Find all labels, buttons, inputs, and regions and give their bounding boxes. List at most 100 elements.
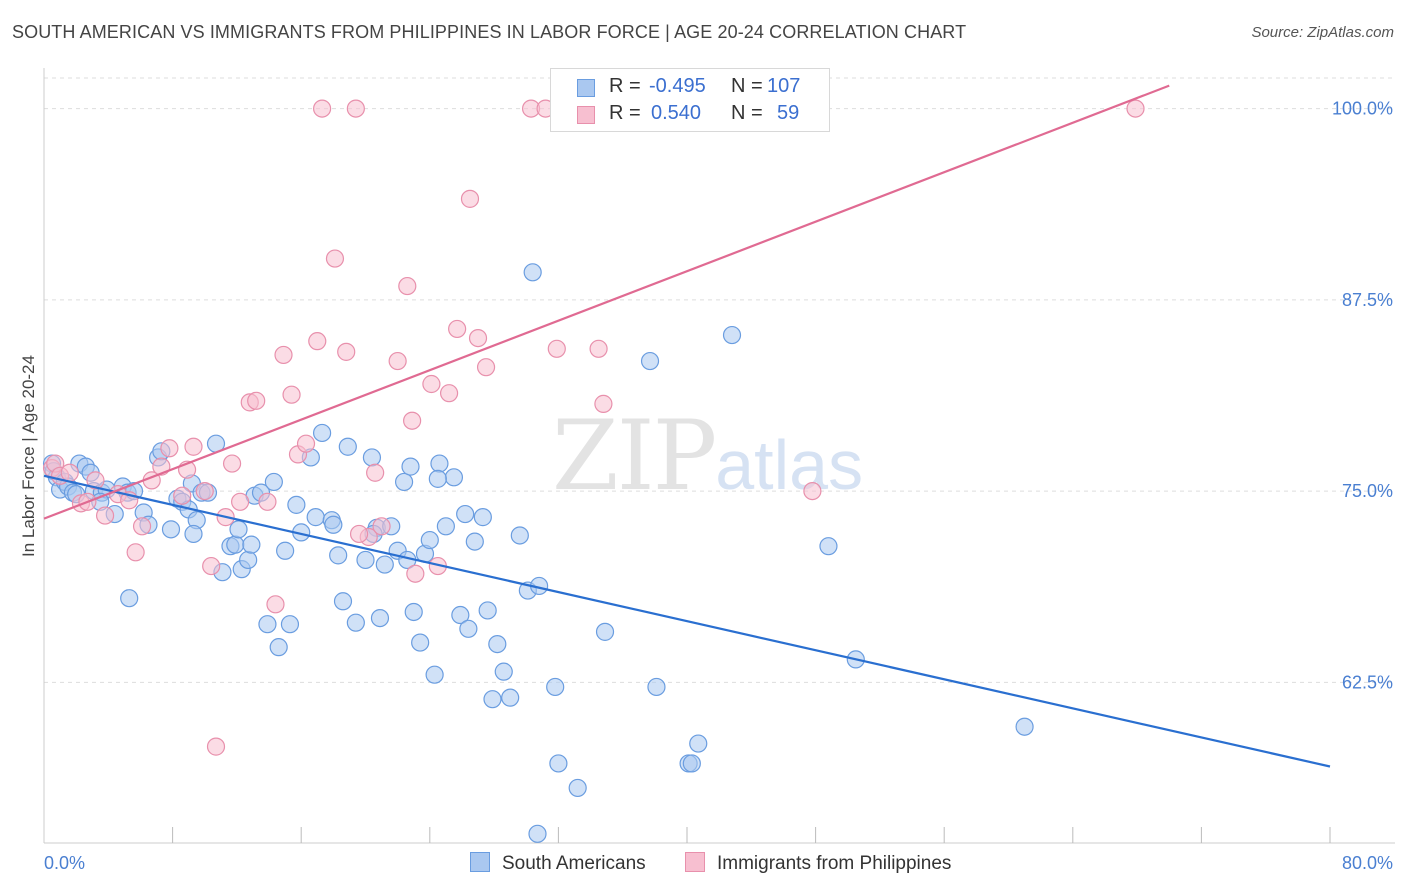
philippines-point bbox=[547, 339, 566, 358]
south-americans-point bbox=[647, 677, 666, 697]
axes bbox=[43, 68, 1395, 844]
philippines-point bbox=[202, 556, 221, 576]
y-tick-label: 75.0% bbox=[1342, 481, 1393, 501]
legend-n-label: N = bbox=[731, 75, 763, 97]
south-americans-point bbox=[276, 541, 295, 560]
bottom-legend-swatch-pink bbox=[685, 852, 705, 872]
philippines-point bbox=[468, 329, 488, 348]
legend-r-label: R = bbox=[609, 102, 641, 124]
philippines-point bbox=[388, 351, 407, 371]
south-americans-point bbox=[722, 325, 742, 345]
philippines-point bbox=[448, 319, 467, 339]
philippines-point bbox=[247, 391, 266, 410]
south-americans-point bbox=[239, 550, 258, 570]
south-americans-point bbox=[436, 517, 455, 536]
south-americans-point bbox=[510, 526, 529, 545]
bottom-legend-label: Immigrants from Philippines bbox=[717, 853, 952, 874]
south-americans-point bbox=[242, 535, 261, 554]
south-americans-point bbox=[264, 472, 283, 492]
south-americans-point bbox=[287, 495, 306, 514]
south-americans-point bbox=[394, 472, 414, 492]
philippines-point bbox=[308, 332, 327, 351]
legend-swatch-pink bbox=[577, 106, 595, 124]
x-tick-label: 0.0% bbox=[44, 853, 85, 873]
source-label: Source: ZipAtlas.com bbox=[1251, 24, 1394, 41]
legend-row-south-americans: R = -0.495 N = 107 bbox=[551, 73, 829, 101]
philippines-point bbox=[325, 249, 345, 268]
philippines-trend-line bbox=[43, 84, 1170, 520]
south-americans-point bbox=[451, 605, 470, 625]
philippines-point bbox=[60, 463, 79, 482]
philippines-point bbox=[95, 506, 115, 525]
philippines-point bbox=[231, 492, 250, 511]
south-americans-point bbox=[689, 734, 708, 753]
philippines-point bbox=[274, 345, 293, 365]
philippines-point bbox=[132, 517, 152, 536]
south-americans-point bbox=[362, 448, 382, 467]
south-americans-point bbox=[595, 622, 615, 641]
tick-labels: 62.5% 75.0% 87.5% 100.0% 0.0% 80.0% bbox=[44, 99, 1393, 873]
south-americans-points bbox=[42, 263, 1034, 843]
south-americans-point bbox=[401, 457, 420, 476]
south-americans-point bbox=[819, 537, 838, 556]
south-americans-point bbox=[494, 662, 513, 681]
south-americans-point bbox=[120, 589, 139, 608]
south-americans-point bbox=[478, 601, 497, 620]
bottom-legend-label: South Americans bbox=[502, 853, 646, 874]
philippines-point bbox=[422, 374, 441, 394]
legend-swatch-blue bbox=[577, 79, 595, 97]
philippines-point bbox=[258, 492, 277, 511]
south-americans-point bbox=[425, 665, 444, 684]
south-americans-point bbox=[456, 504, 475, 524]
south-americans-point bbox=[459, 619, 478, 638]
south-americans-point bbox=[404, 602, 423, 622]
south-americans-point bbox=[229, 520, 248, 539]
philippines-point bbox=[195, 482, 214, 501]
philippines-point bbox=[266, 595, 285, 614]
south-americans-point bbox=[333, 592, 353, 611]
legend-r-value: 0.540 bbox=[651, 102, 702, 124]
bottom-legend-south-americans: South Americans bbox=[470, 852, 646, 875]
philippines-point bbox=[337, 342, 356, 361]
chart-title: SOUTH AMERICAN VS IMMIGRANTS FROM PHILIP… bbox=[12, 22, 967, 42]
philippines-point bbox=[86, 471, 105, 490]
south-americans-point bbox=[473, 508, 492, 527]
south-americans-point bbox=[640, 351, 660, 371]
philippines-point bbox=[803, 482, 822, 501]
philippines-point bbox=[126, 543, 145, 562]
south-americans-trend-line bbox=[43, 474, 1331, 768]
legend-r-label: R = bbox=[609, 75, 641, 97]
south-americans-point bbox=[306, 508, 325, 527]
legend-n-value: 59 bbox=[777, 102, 800, 124]
south-americans-point bbox=[430, 454, 449, 473]
south-americans-point bbox=[312, 423, 332, 443]
philippines-point bbox=[398, 276, 417, 296]
philippines-point bbox=[403, 411, 422, 430]
philippines-point bbox=[439, 384, 459, 403]
philippines-point bbox=[349, 524, 369, 544]
south-americans-point bbox=[338, 437, 357, 456]
south-americans-point bbox=[411, 633, 430, 652]
south-americans-point bbox=[161, 520, 181, 539]
correlation-legend: R = -0.495 N = 107 R = 0.540 N = 59 bbox=[550, 68, 830, 132]
x-tick-label: 80.0% bbox=[1342, 853, 1393, 873]
legend-n-label: N = bbox=[731, 102, 763, 124]
south-americans-point bbox=[501, 688, 520, 707]
grid bbox=[44, 77, 1395, 683]
philippines-point bbox=[222, 454, 242, 473]
legend-row-philippines: R = 0.540 N = 59 bbox=[551, 100, 829, 128]
y-tick-label: 100.0% bbox=[1332, 99, 1393, 119]
south-americans-point bbox=[444, 468, 464, 487]
trend-lines bbox=[43, 84, 1331, 768]
south-americans-point bbox=[370, 608, 390, 628]
south-americans-point bbox=[483, 690, 502, 709]
legend-n-value: 107 bbox=[767, 75, 801, 97]
south-americans-point bbox=[329, 546, 348, 565]
philippines-point bbox=[206, 737, 226, 756]
philippines-point bbox=[1126, 99, 1145, 118]
philippines-point bbox=[372, 517, 391, 536]
south-americans-point bbox=[226, 535, 245, 554]
philippines-point bbox=[366, 463, 385, 482]
philippines-point bbox=[476, 358, 496, 377]
philippines-point bbox=[346, 99, 365, 118]
